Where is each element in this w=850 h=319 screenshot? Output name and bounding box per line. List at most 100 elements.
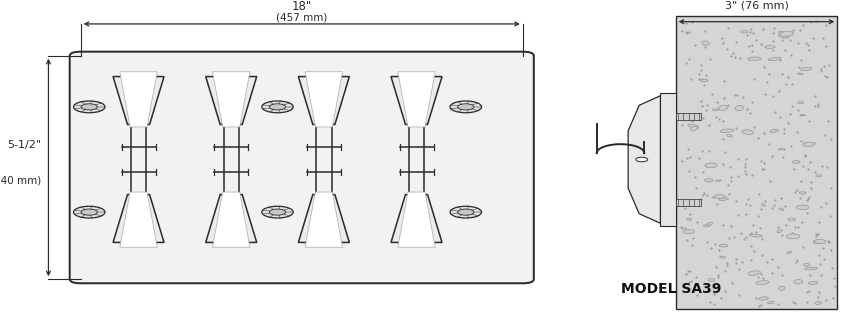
Point xyxy=(819,200,833,205)
Ellipse shape xyxy=(683,230,694,234)
Point xyxy=(775,72,789,77)
Point xyxy=(739,161,752,167)
Polygon shape xyxy=(298,77,349,124)
Polygon shape xyxy=(305,192,343,247)
Text: (140 mm): (140 mm) xyxy=(0,175,42,185)
Point xyxy=(731,213,745,218)
Point xyxy=(685,243,699,248)
Point xyxy=(802,118,816,123)
Point xyxy=(796,164,810,169)
Point xyxy=(727,234,740,240)
Polygon shape xyxy=(398,72,435,127)
Point xyxy=(746,222,760,227)
Point xyxy=(706,91,719,96)
Ellipse shape xyxy=(794,279,802,284)
Point xyxy=(800,299,813,304)
Ellipse shape xyxy=(705,179,713,182)
Point xyxy=(711,248,725,253)
Point xyxy=(739,201,752,206)
Point xyxy=(756,167,770,172)
Point xyxy=(800,198,813,203)
Point xyxy=(795,139,808,144)
Point xyxy=(785,52,798,57)
Point xyxy=(695,148,709,153)
Point xyxy=(745,231,758,236)
Point xyxy=(774,115,787,120)
Point xyxy=(680,238,694,243)
Point xyxy=(743,43,756,48)
Point xyxy=(683,57,696,62)
Point xyxy=(758,198,772,203)
Point xyxy=(787,216,801,221)
Point xyxy=(722,164,736,169)
Point xyxy=(747,249,761,254)
Polygon shape xyxy=(113,77,164,124)
Point xyxy=(682,146,695,152)
Point xyxy=(767,39,780,44)
Point xyxy=(740,33,753,38)
Point xyxy=(790,259,803,264)
Point xyxy=(778,130,791,136)
Ellipse shape xyxy=(808,282,818,285)
Point xyxy=(732,267,745,272)
Point xyxy=(794,57,808,63)
Point xyxy=(745,43,759,48)
Circle shape xyxy=(262,101,293,113)
Point xyxy=(674,225,688,230)
Point xyxy=(704,299,717,304)
Circle shape xyxy=(269,209,286,215)
Point xyxy=(675,159,688,164)
Ellipse shape xyxy=(762,204,765,206)
Point xyxy=(720,47,734,52)
Point xyxy=(824,248,838,253)
Point xyxy=(761,259,774,264)
Point xyxy=(817,245,830,250)
Point xyxy=(790,130,803,135)
Point xyxy=(739,211,752,217)
Point xyxy=(814,272,828,277)
Point xyxy=(683,279,696,285)
Ellipse shape xyxy=(708,278,715,282)
Point xyxy=(779,223,793,228)
Point xyxy=(778,204,791,209)
Point xyxy=(707,301,721,306)
Point xyxy=(749,229,762,234)
Text: MODEL SA39: MODEL SA39 xyxy=(621,282,722,296)
Point xyxy=(717,95,730,100)
Point xyxy=(821,119,835,124)
Point xyxy=(706,195,719,200)
Point xyxy=(756,275,769,280)
Point xyxy=(809,232,823,237)
Point xyxy=(743,203,756,208)
Point xyxy=(762,72,776,77)
Ellipse shape xyxy=(705,163,717,167)
Point xyxy=(741,196,755,201)
Circle shape xyxy=(457,104,474,110)
Point xyxy=(700,193,714,198)
Ellipse shape xyxy=(742,130,754,134)
Point xyxy=(788,225,802,230)
Point xyxy=(717,161,730,166)
Point xyxy=(694,76,708,81)
Point xyxy=(786,300,800,305)
Point xyxy=(747,76,761,81)
Point xyxy=(722,191,735,196)
Point xyxy=(768,198,781,203)
Point xyxy=(676,28,689,33)
Ellipse shape xyxy=(759,297,768,300)
Point xyxy=(679,29,693,34)
Point xyxy=(811,295,824,300)
Point xyxy=(794,179,808,184)
Point xyxy=(789,301,802,306)
Ellipse shape xyxy=(750,234,762,237)
Point xyxy=(683,155,697,160)
Point xyxy=(729,261,743,266)
Point xyxy=(785,81,799,86)
Point xyxy=(758,91,772,96)
Ellipse shape xyxy=(813,241,822,243)
Polygon shape xyxy=(212,192,250,247)
Point xyxy=(827,276,841,281)
Point xyxy=(745,99,759,104)
Point xyxy=(686,235,700,241)
Circle shape xyxy=(450,101,481,113)
